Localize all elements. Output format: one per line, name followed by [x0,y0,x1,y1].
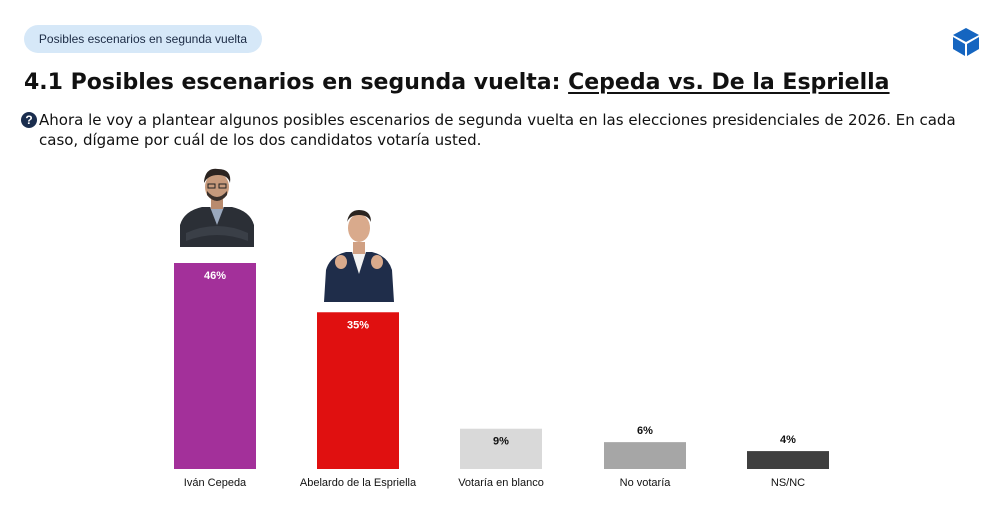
section-pill: Posibles escenarios en segunda vuelta [24,25,262,53]
title-prefix: 4.1 Posibles escenarios en segunda vuelt… [24,70,561,95]
bar-value-label: 9% [493,436,509,448]
bar-value-label: 6% [637,425,653,437]
cepeda-photo [180,168,254,247]
question-icon: ? [21,112,37,128]
bar-value-label: 4% [780,434,796,446]
title-emphasis: Cepeda vs. De la Espriella [568,70,890,95]
bar-value-label: 35% [347,319,369,331]
category-label: NS/NC [771,477,805,489]
category-label: Votaría en blanco [458,477,544,489]
bar-1 [317,312,399,469]
bar-2 [460,428,542,469]
category-label: Abelardo de la Espriella [300,477,417,489]
cube-icon [953,28,979,56]
bar-0 [174,263,256,469]
bar-value-label: 46% [204,270,226,282]
bar-3 [604,442,686,469]
question-text: Ahora le voy a plantear algunos posibles… [39,111,956,149]
category-label: Iván Cepeda [184,477,247,489]
category-label: No votaría [620,477,672,489]
espriella-photo [324,210,394,302]
page-title: 4.1 Posibles escenarios en segunda vuelt… [24,70,890,95]
bar-4 [747,451,829,469]
